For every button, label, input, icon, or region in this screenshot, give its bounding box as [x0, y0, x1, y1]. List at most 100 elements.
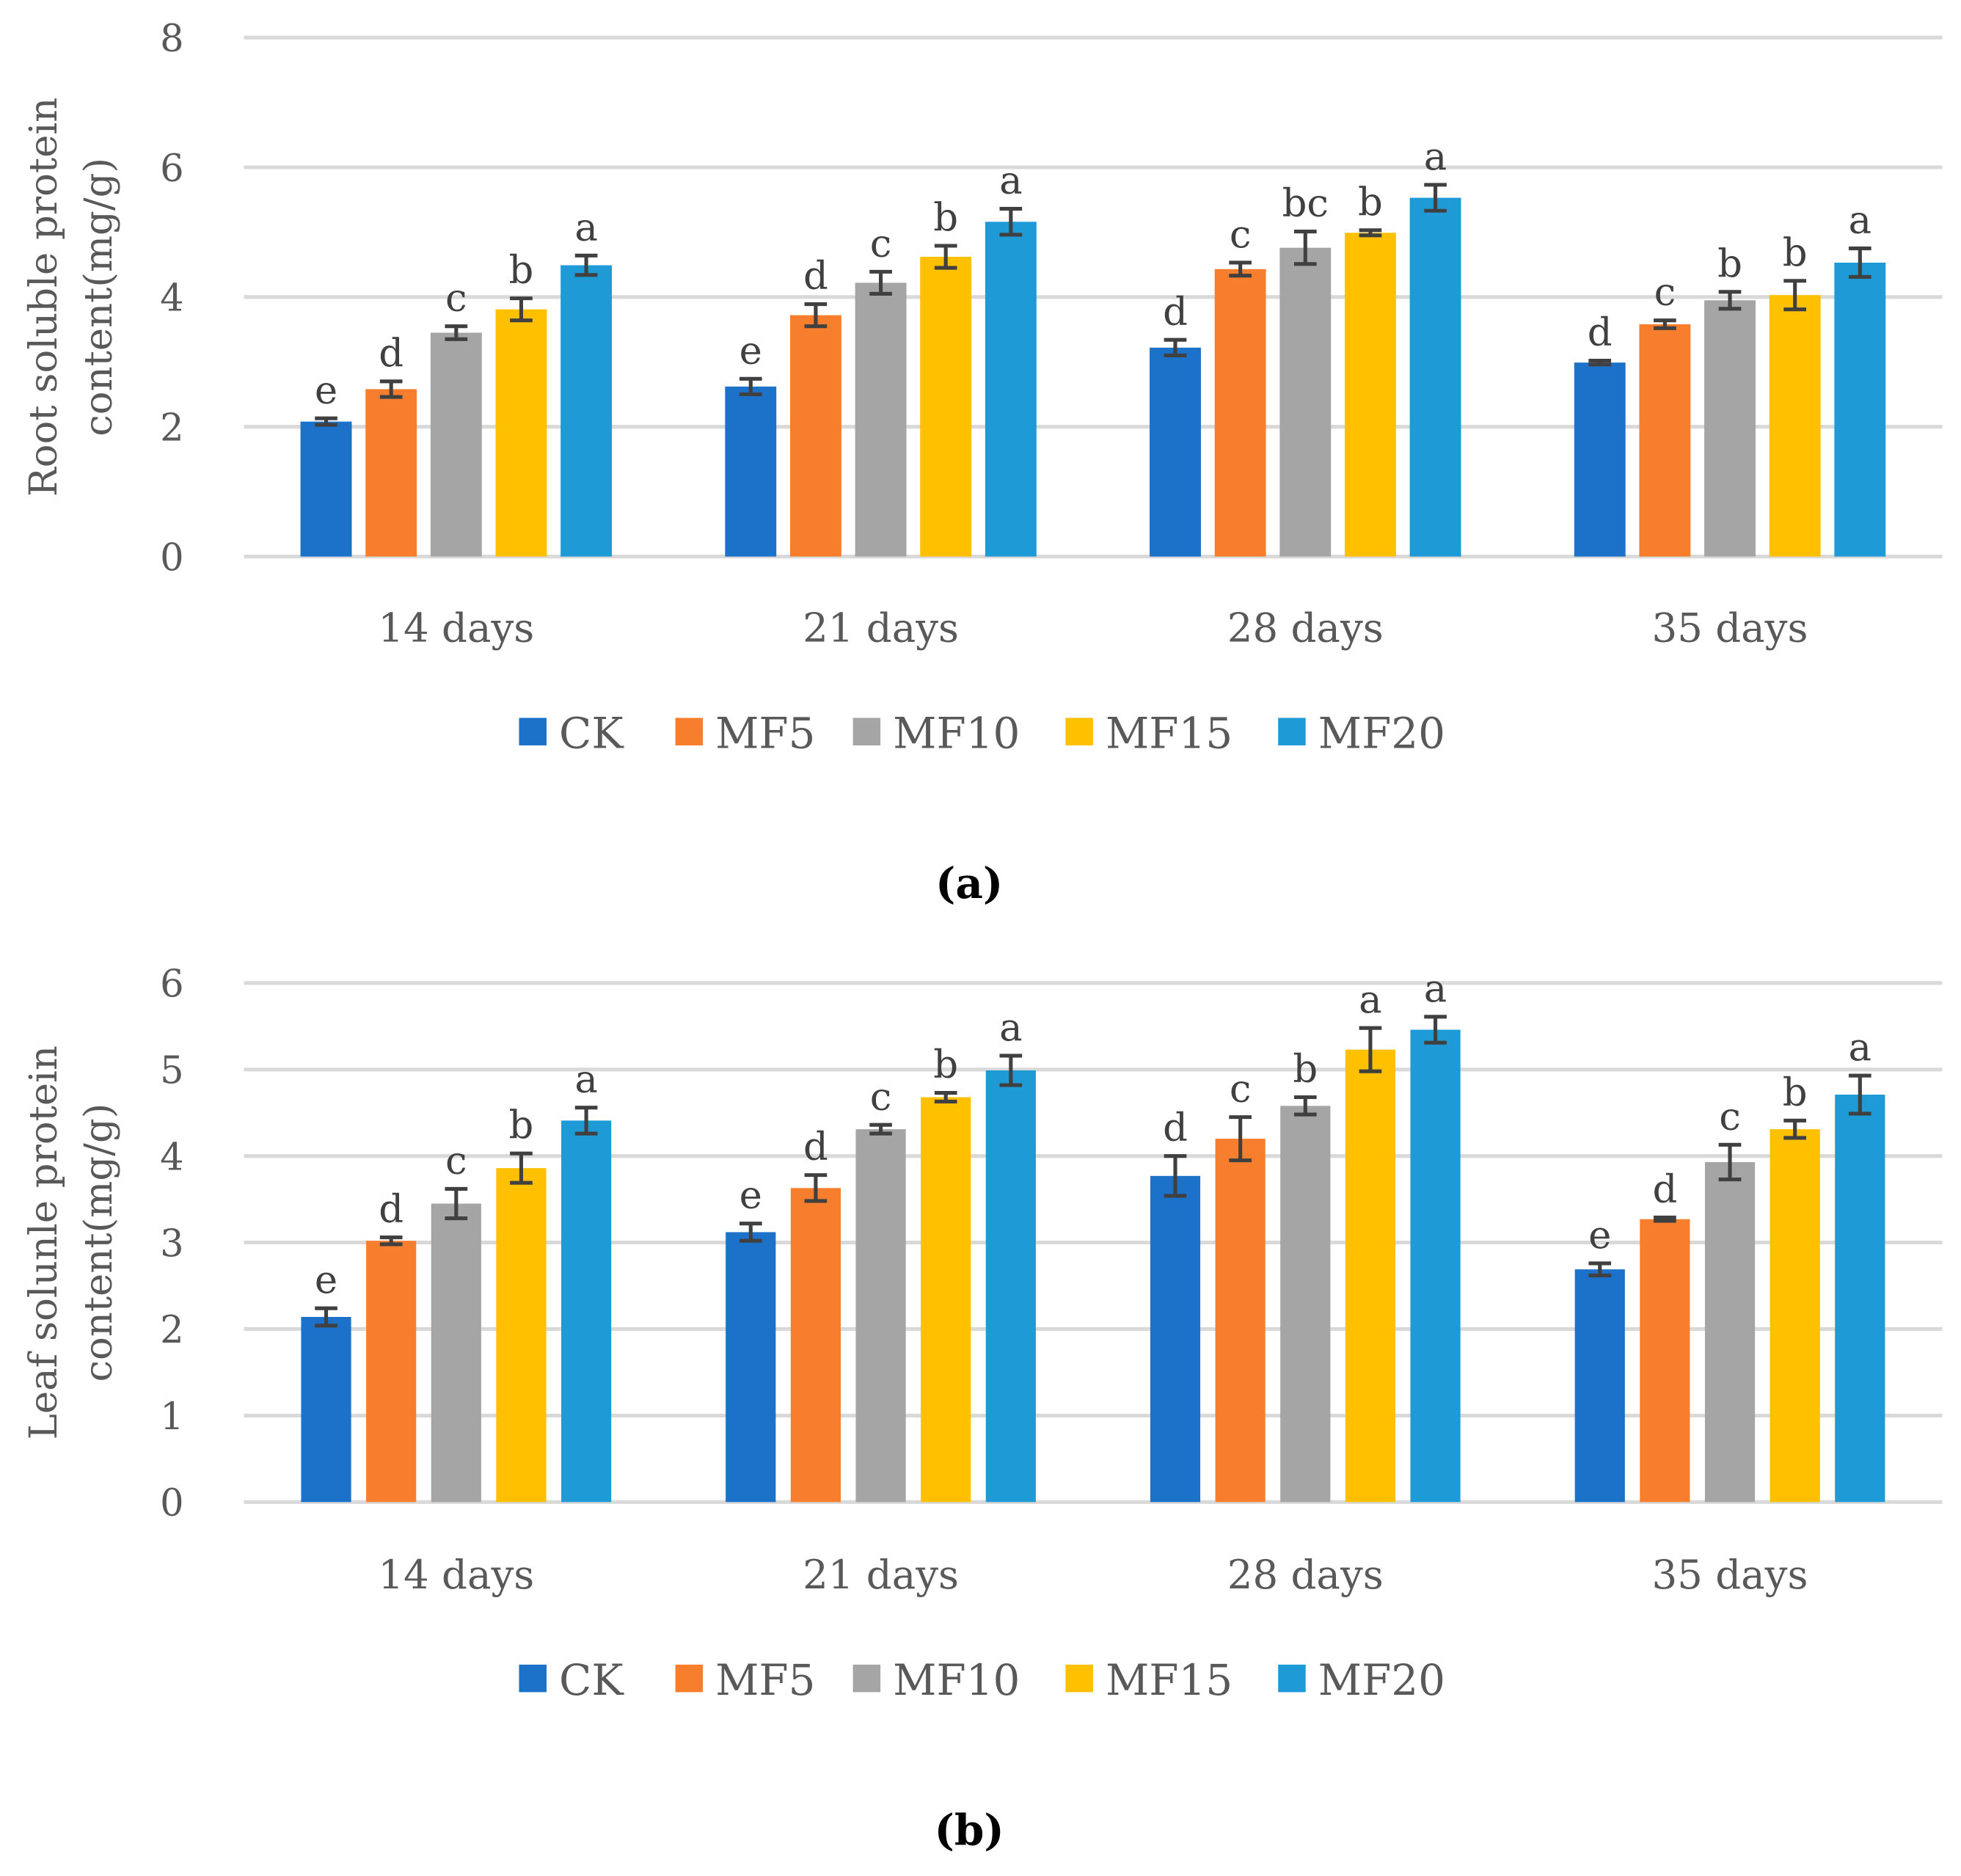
bar-mf20-0 — [561, 1120, 612, 1503]
legend-item-mf5: MF5 — [675, 1655, 816, 1705]
legend-label: MF20 — [1318, 708, 1445, 758]
legend-swatch — [852, 718, 881, 745]
significance-letter: a — [1849, 1026, 1871, 1070]
significance-letter: e — [740, 329, 762, 373]
x-category-label: 28 days — [1227, 1551, 1384, 1598]
bar-mf15-3 — [1769, 295, 1821, 557]
legend-swatch — [1065, 1664, 1093, 1693]
bar-ck-3 — [1574, 1269, 1625, 1503]
bar-mf15-1 — [921, 1097, 971, 1503]
legend-label: MF10 — [893, 1655, 1020, 1705]
legend: CK MF5 MF10 MF15 MF20 — [519, 1655, 1445, 1705]
legend-label: MF5 — [715, 708, 815, 758]
significance-letter: a — [574, 205, 598, 250]
bar-mf20-1 — [985, 222, 1037, 557]
y-tick-label: 0 — [160, 536, 184, 580]
legend-label: MF15 — [1106, 708, 1233, 758]
legend-label: MF5 — [715, 1655, 815, 1705]
x-category-label: 14 days — [378, 1551, 534, 1598]
bar-ck-1 — [726, 1232, 776, 1503]
bar-mf15-0 — [495, 309, 547, 557]
bar-mf20-0 — [560, 265, 613, 557]
error-bar — [1654, 1215, 1676, 1223]
legend-item-mf15: MF15 — [1065, 708, 1233, 758]
significance-letter: b — [1717, 241, 1742, 286]
error-bar — [510, 296, 533, 323]
error-bar — [1229, 260, 1252, 278]
bar-mf5-2 — [1214, 269, 1266, 557]
error-bar — [379, 1235, 403, 1247]
bar-mf10-1 — [855, 282, 907, 557]
significance-letter: d — [1163, 290, 1188, 335]
error-bar — [934, 244, 957, 270]
significance-letter: b — [1293, 1047, 1318, 1092]
significance-letter: b — [1783, 230, 1808, 275]
panel-caption: (a) — [935, 858, 1003, 908]
significance-letter: c — [1230, 1067, 1252, 1112]
significance-letter: c — [1719, 1095, 1741, 1139]
legend-swatch — [675, 718, 704, 745]
error-bar — [510, 1151, 533, 1185]
significance-letter: d — [379, 1187, 403, 1232]
x-category-label: 35 days — [1652, 604, 1808, 651]
legend-swatch — [1065, 718, 1093, 745]
error-bar — [804, 302, 828, 329]
error-bar — [1654, 318, 1676, 330]
error-bar — [574, 1106, 598, 1136]
significance-letter: d — [379, 331, 403, 376]
bar-mf5-2 — [1215, 1139, 1266, 1503]
y-tick-label: 0 — [160, 1482, 184, 1525]
x-category-label: 21 days — [803, 1551, 959, 1598]
bar-mf5-0 — [366, 1241, 417, 1503]
legend-swatch — [1278, 718, 1306, 745]
error-bar — [1229, 1115, 1252, 1163]
significance-letter: bc — [1282, 181, 1329, 226]
significance-letter: a — [999, 158, 1023, 203]
error-bar — [1424, 183, 1447, 213]
significance-letter: b — [509, 1103, 534, 1148]
bar-mf10-0 — [431, 1203, 481, 1503]
bar-ck-0 — [300, 421, 352, 557]
x-category-label: 35 days — [1652, 1551, 1808, 1598]
error-bar — [1718, 290, 1742, 311]
bar-mf20-3 — [1835, 1094, 1885, 1503]
significance-letter: a — [999, 1005, 1023, 1050]
error-bar — [574, 253, 598, 277]
significance-letter: c — [1230, 213, 1252, 258]
error-bar — [1359, 228, 1382, 238]
significance-letter: d — [1163, 1106, 1188, 1150]
legend-swatch — [852, 1664, 881, 1693]
significance-letter: a — [1424, 966, 1447, 1011]
legend-label: CK — [559, 1655, 624, 1705]
legend-item-mf20: MF20 — [1278, 1655, 1445, 1705]
bar-mf15-2 — [1344, 233, 1396, 557]
bar-mf5-1 — [789, 315, 841, 557]
bar-mf10-0 — [430, 332, 482, 557]
error-bar — [999, 1054, 1023, 1087]
chart-panel-a: 0 2 4 6 8 Root soluble protein content(mg/g) 14… — [21, 18, 1943, 908]
chart-panel-b: 0 1 2 3 4 5 6 Leaf solunle protein content(mg/g)… — [21, 963, 1943, 1855]
error-bar — [1783, 279, 1807, 312]
error-bar — [739, 376, 762, 397]
bar-mf20-2 — [1410, 1029, 1461, 1503]
bar-ck-3 — [1574, 362, 1626, 557]
significance-letter: d — [1652, 1167, 1677, 1212]
error-bar — [1783, 1118, 1807, 1140]
bar-mf10-3 — [1704, 300, 1756, 557]
legend-item-mf10: MF10 — [852, 708, 1020, 758]
bar-mf10-2 — [1279, 247, 1332, 557]
bar-ck-1 — [725, 386, 777, 557]
y-tick-label: 3 — [160, 1222, 184, 1266]
significance-letter: c — [445, 276, 467, 321]
error-bar — [315, 1306, 337, 1328]
error-bar — [999, 207, 1023, 237]
error-bar — [1359, 1026, 1382, 1073]
significance-letter: b — [933, 196, 958, 241]
bar-mf10-2 — [1280, 1106, 1331, 1503]
legend-swatch — [519, 718, 547, 745]
legend-item-mf15: MF15 — [1065, 1655, 1233, 1705]
significance-letter: e — [740, 1173, 762, 1218]
significance-letter: c — [1654, 270, 1676, 315]
error-bar — [1588, 1261, 1612, 1277]
